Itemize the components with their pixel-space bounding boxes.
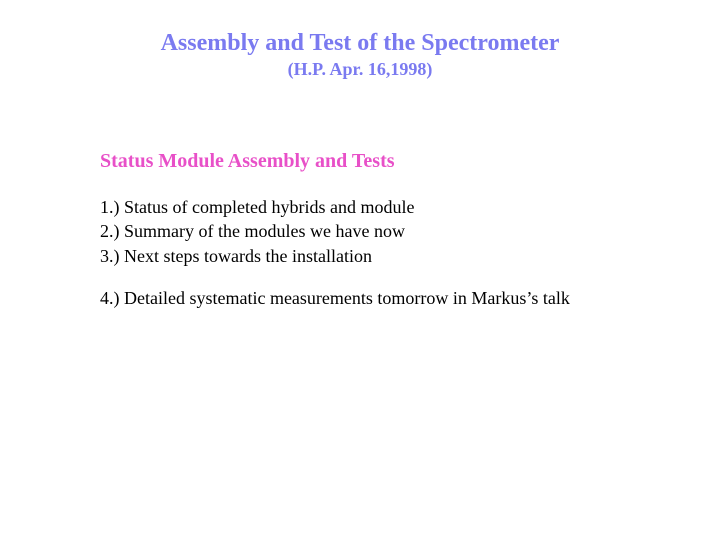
title-block: Assembly and Test of the Spectrometer (H… bbox=[0, 30, 720, 80]
spacer bbox=[100, 268, 670, 286]
slide: Assembly and Test of the Spectrometer (H… bbox=[0, 0, 720, 540]
list-item: 1.) Status of completed hybrids and modu… bbox=[100, 195, 670, 219]
section-heading: Status Module Assembly and Tests bbox=[100, 150, 670, 173]
main-title: Assembly and Test of the Spectrometer bbox=[0, 30, 720, 57]
content-block: Status Module Assembly and Tests 1.) Sta… bbox=[0, 150, 720, 310]
subtitle: (H.P. Apr. 16,1998) bbox=[0, 59, 720, 80]
list-item: 4.) Detailed systematic measurements tom… bbox=[100, 286, 670, 310]
list-item: 2.) Summary of the modules we have now bbox=[100, 219, 670, 243]
list-item: 3.) Next steps towards the installation bbox=[100, 244, 670, 268]
